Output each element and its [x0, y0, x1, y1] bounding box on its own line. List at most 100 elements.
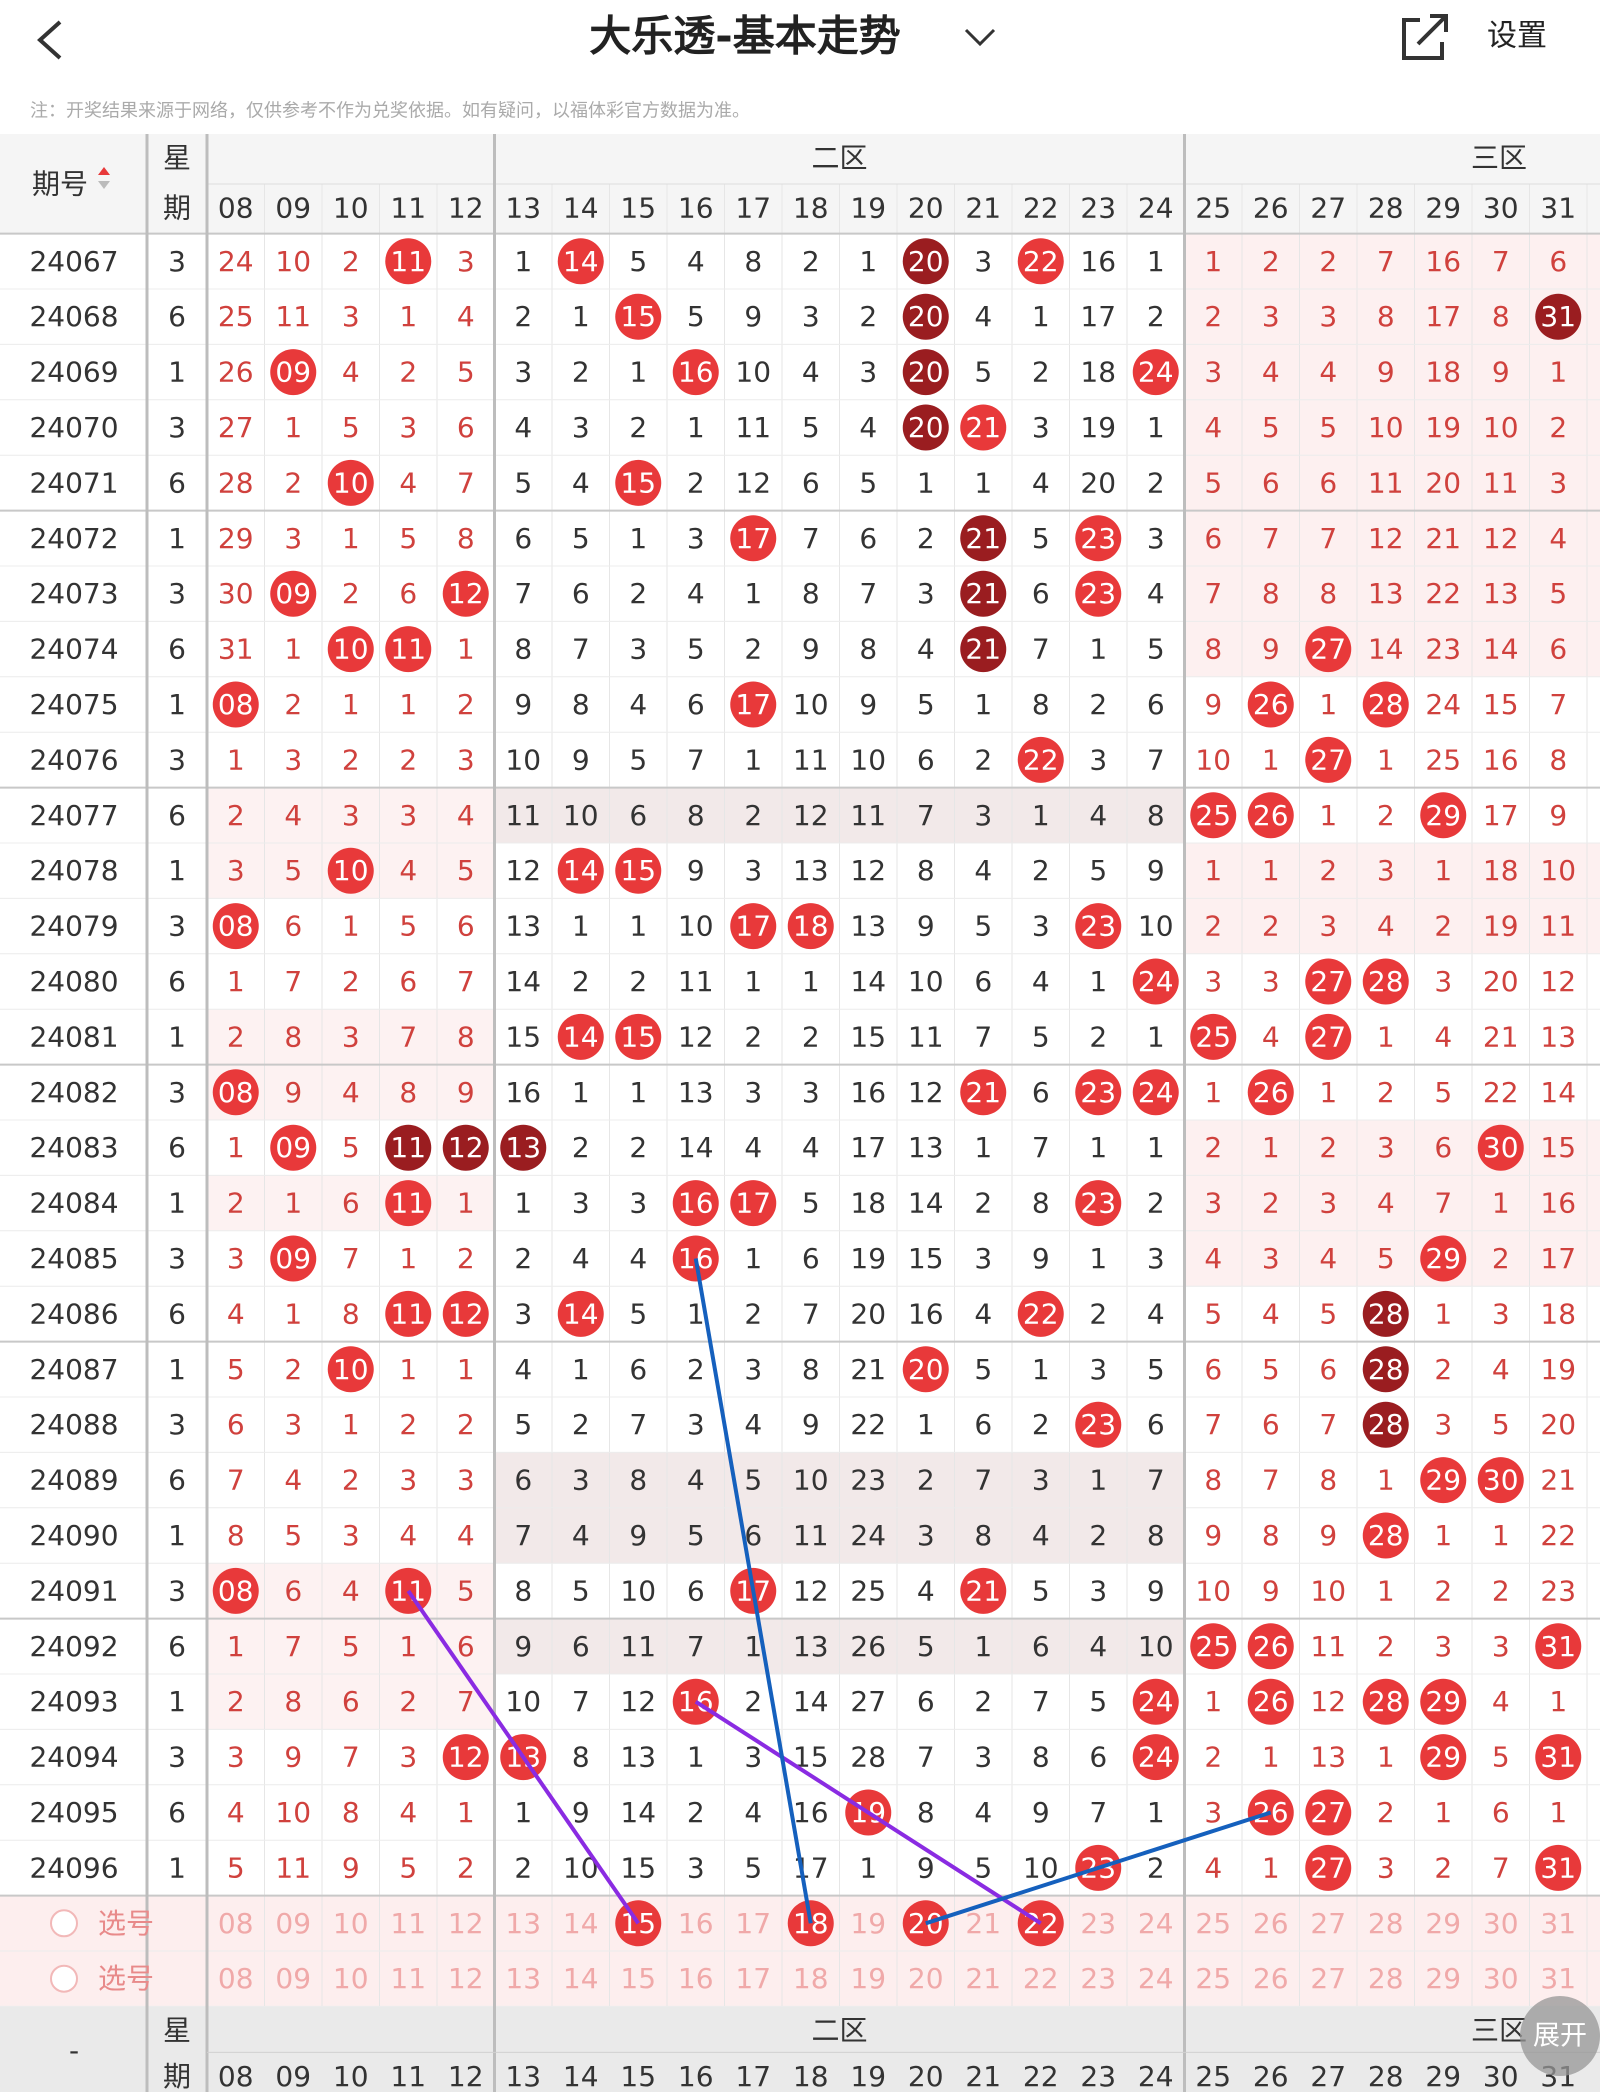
- select-number[interactable]: 30: [1483, 1907, 1519, 1940]
- select-number[interactable]: 29: [1425, 1907, 1461, 1940]
- omission-count: 7: [1147, 1464, 1165, 1497]
- select-radio[interactable]: [51, 1966, 77, 1992]
- omission-count: 8: [1262, 1519, 1280, 1552]
- select-radio[interactable]: [51, 1910, 77, 1936]
- select-number[interactable]: 21: [965, 1907, 1001, 1940]
- omission-count: 3: [342, 1020, 360, 1053]
- select-number[interactable]: 13: [505, 1962, 541, 1995]
- omission-count: 2: [687, 466, 705, 499]
- select-number[interactable]: 26: [1253, 1962, 1289, 1995]
- select-number[interactable]: 10: [333, 1907, 369, 1940]
- omission-count: 6: [1204, 1353, 1222, 1386]
- omission-count: 8: [284, 1020, 302, 1053]
- omission-count: 8: [1319, 1464, 1337, 1497]
- select-number[interactable]: 27: [1310, 1962, 1346, 1995]
- omission-count: 16: [908, 1297, 944, 1330]
- omission-count: 14: [505, 965, 541, 998]
- page-title[interactable]: 大乐透-基本走势: [589, 12, 900, 61]
- omission-count: 17: [1080, 300, 1116, 333]
- omission-count: 3: [1089, 743, 1107, 776]
- select-number[interactable]: 25: [1195, 1962, 1231, 1995]
- select-number[interactable]: 19: [850, 1907, 886, 1940]
- select-number[interactable]: 23: [1080, 1907, 1116, 1940]
- select-number[interactable]: 29: [1425, 1962, 1461, 1995]
- omission-count: 6: [227, 1408, 245, 1441]
- hit-number: 31: [1540, 1741, 1576, 1774]
- select-number[interactable]: 12: [448, 1907, 484, 1940]
- omission-count: 3: [802, 300, 820, 333]
- omission-count: 1: [1147, 1796, 1165, 1829]
- omission-count: 1: [1089, 1464, 1107, 1497]
- omission-count: 3: [917, 1519, 935, 1552]
- select-number[interactable]: 11: [390, 1907, 426, 1940]
- omission-count: 13: [793, 854, 829, 887]
- hit-number: 21: [965, 1076, 1001, 1109]
- share-icon[interactable]: [1404, 16, 1446, 58]
- omission-count: 8: [859, 633, 877, 666]
- weekday: 1: [168, 1020, 186, 1053]
- omission-count: 3: [227, 1741, 245, 1774]
- select-number[interactable]: 21: [965, 1962, 1001, 1995]
- dropdown-icon[interactable]: [966, 30, 994, 44]
- issue-number: 24081: [29, 1020, 118, 1053]
- select-number[interactable]: 28: [1368, 1907, 1404, 1940]
- omission-count: 3: [1032, 411, 1050, 444]
- omission-count: 12: [793, 799, 829, 832]
- select-number[interactable]: 28: [1368, 1962, 1404, 1995]
- issue-number: 24078: [29, 854, 118, 887]
- omission-count: 6: [859, 522, 877, 555]
- settings-button[interactable]: 设置: [1487, 19, 1547, 54]
- select-number[interactable]: 24: [1138, 1962, 1174, 1995]
- omission-count: 6: [572, 1630, 590, 1663]
- select-number[interactable]: 27: [1310, 1907, 1346, 1940]
- select-number[interactable]: 12: [448, 1962, 484, 1995]
- select-number[interactable]: 13: [505, 1907, 541, 1940]
- select-number[interactable]: 24: [1138, 1907, 1174, 1940]
- omission-count: 1: [1492, 1519, 1510, 1552]
- select-number[interactable]: 23: [1080, 1962, 1116, 1995]
- hit-number: 28: [1368, 1519, 1404, 1552]
- omission-count: 4: [342, 1574, 360, 1607]
- select-number[interactable]: 18: [793, 1962, 829, 1995]
- select-number[interactable]: 30: [1483, 1962, 1519, 1995]
- omission-count: 7: [227, 1464, 245, 1497]
- select-number[interactable]: 31: [1540, 1907, 1576, 1940]
- omission-count: 3: [974, 1741, 992, 1774]
- select-number[interactable]: 10: [333, 1962, 369, 1995]
- select-number[interactable]: 20: [908, 1962, 944, 1995]
- select-number[interactable]: 15: [620, 1962, 656, 1995]
- select-number[interactable]: 19: [850, 1962, 886, 1995]
- select-number[interactable]: 14: [563, 1907, 599, 1940]
- select-number[interactable]: 08: [218, 1962, 254, 1995]
- select-number[interactable]: 16: [678, 1962, 714, 1995]
- expand-label[interactable]: 展开: [1533, 2021, 1587, 2052]
- select-number[interactable]: 09: [275, 1962, 311, 1995]
- omission-count: 3: [1377, 1131, 1395, 1164]
- select-number[interactable]: 16: [678, 1907, 714, 1940]
- select-number[interactable]: 17: [735, 1962, 771, 1995]
- omission-count: 2: [399, 356, 417, 389]
- select-number[interactable]: 31: [1540, 1962, 1576, 1995]
- select-number[interactable]: 11: [390, 1962, 426, 1995]
- omission-count: 6: [629, 799, 647, 832]
- back-button[interactable]: [40, 22, 60, 58]
- select-number[interactable]: 22: [1023, 1962, 1059, 1995]
- omission-count: 1: [514, 245, 532, 278]
- hit-number: 26: [1253, 688, 1289, 721]
- omission-count: 4: [974, 1796, 992, 1829]
- select-number[interactable]: 26: [1253, 1907, 1289, 1940]
- omission-count: 1: [1204, 1685, 1222, 1718]
- column-header: 20: [908, 2060, 944, 2092]
- select-number[interactable]: 17: [735, 1907, 771, 1940]
- select-number[interactable]: 25: [1195, 1907, 1231, 1940]
- omission-count: 6: [1204, 522, 1222, 555]
- select-number[interactable]: 14: [563, 1962, 599, 1995]
- omission-count: 1: [1377, 743, 1395, 776]
- omission-count: 6: [1147, 688, 1165, 721]
- zone-label: 三区: [1471, 142, 1527, 175]
- select-number[interactable]: 08: [218, 1907, 254, 1940]
- omission-count: 2: [1377, 1796, 1395, 1829]
- select-number[interactable]: 09: [275, 1907, 311, 1940]
- omission-count: 28: [850, 1741, 886, 1774]
- omission-count: 27: [218, 411, 254, 444]
